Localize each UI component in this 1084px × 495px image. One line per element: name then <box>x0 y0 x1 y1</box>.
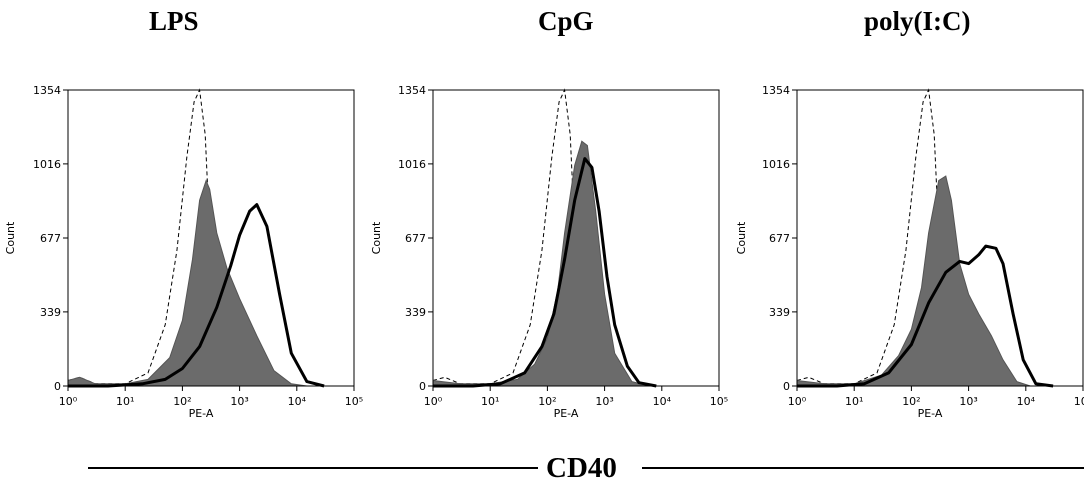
x-tick-label-5: 10⁵ <box>1074 395 1084 408</box>
series-filled-1 <box>432 140 650 387</box>
y-tick-label-3: 1016 <box>33 158 61 171</box>
x-tick-label-2: 10² <box>173 395 191 408</box>
marker-label: CD40 <box>546 452 617 484</box>
y-tick-label-2: 677 <box>769 232 790 245</box>
y-axis-label: Count <box>735 221 748 254</box>
y-tick-label-2: 677 <box>405 232 426 245</box>
series-filled-1 <box>67 179 307 387</box>
footer-line-right <box>642 467 1084 469</box>
y-tick-label-4: 1354 <box>398 84 426 97</box>
y-tick-label-3: 1016 <box>398 158 426 171</box>
y-tick-label-1: 339 <box>40 306 61 319</box>
x-tick-label-2: 10² <box>902 395 920 408</box>
x-tick-label-4: 10⁴ <box>288 395 307 408</box>
y-tick-label-2: 677 <box>40 232 61 245</box>
y-tick-label-4: 1354 <box>762 84 790 97</box>
panel-title-lps: LPS <box>149 6 199 36</box>
x-tick-label-0: 10⁰ <box>59 395 78 408</box>
x-tick-label-0: 10⁰ <box>424 395 443 408</box>
x-tick-label-3: 10³ <box>959 395 977 408</box>
x-tick-label-5: 10⁵ <box>345 395 363 408</box>
x-tick-label-4: 10⁴ <box>1017 395 1036 408</box>
y-tick-label-1: 339 <box>769 306 790 319</box>
x-tick-label-0: 10⁰ <box>788 395 807 408</box>
x-tick-label-1: 10¹ <box>116 395 134 408</box>
y-tick-label-1: 339 <box>405 306 426 319</box>
panel-title-polyic: poly(I:C) <box>864 6 971 36</box>
x-axis-label: PE-A <box>554 407 579 420</box>
series-bold-2 <box>797 244 1054 388</box>
y-axis-label: Count <box>4 221 17 254</box>
y-tick-label-0: 0 <box>54 380 61 393</box>
series-filled-1 <box>796 175 1031 387</box>
series-bold-2 <box>433 157 657 388</box>
y-axis-label: Count <box>370 221 383 254</box>
x-tick-label-5: 10⁵ <box>710 395 728 408</box>
x-axis-label: PE-A <box>918 407 943 420</box>
histogram-panel-1: 0 339 677 1016 1354 10⁰ 10¹ 10² 10³ 10⁴ 10⁵ PE-A Cou… <box>370 84 728 420</box>
panel-title-cpg: CpG <box>538 6 594 36</box>
histogram-panel-2: 0 339 677 1016 1354 10⁰ 10¹ 10² 10³ 10⁴ 10⁵ PE-A Cou… <box>735 84 1084 420</box>
y-tick-label-3: 1016 <box>762 158 790 171</box>
series-bold-2 <box>68 203 325 388</box>
x-tick-label-3: 10³ <box>595 395 613 408</box>
x-axis-label: PE-A <box>189 407 214 420</box>
x-tick-label-1: 10¹ <box>481 395 499 408</box>
y-tick-label-0: 0 <box>419 380 426 393</box>
x-tick-label-3: 10³ <box>230 395 248 408</box>
histogram-panel-0: 0 339 677 1016 1354 10⁰ 10¹ 10² 10³ 10⁴ 10⁵ PE-A Cou… <box>4 84 363 420</box>
x-tick-label-1: 10¹ <box>845 395 863 408</box>
y-tick-label-0: 0 <box>783 380 790 393</box>
x-tick-label-2: 10² <box>538 395 556 408</box>
footer-line-left <box>88 467 538 469</box>
x-tick-label-4: 10⁴ <box>653 395 672 408</box>
y-tick-label-4: 1354 <box>33 84 61 97</box>
